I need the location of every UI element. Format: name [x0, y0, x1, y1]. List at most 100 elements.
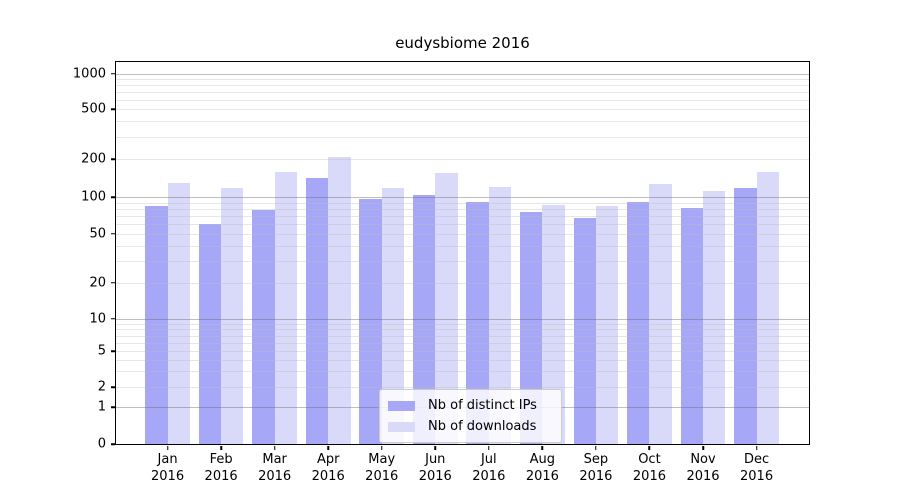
x-tick-mark: [755, 445, 758, 450]
y-tick-label: 2: [97, 379, 106, 395]
y-tick-label: 100: [81, 189, 106, 205]
downloads-bar: [703, 191, 726, 444]
x-tick-year: 2016: [311, 468, 345, 484]
y-tick-label: 1: [97, 399, 106, 415]
legend-label-ips: Nb of distinct IPs: [428, 398, 537, 413]
downloads-bar: [328, 156, 351, 444]
minor-gridline: [116, 335, 809, 337]
y-tick-label: 1000: [72, 66, 106, 82]
minor-gridline: [116, 371, 809, 373]
minor-gridline: [116, 329, 809, 331]
x-tick-month: Feb: [209, 452, 233, 467]
major-gridline: [116, 318, 809, 320]
x-tick-month: Oct: [638, 452, 661, 467]
minor-gridline: [116, 233, 809, 235]
x-tick-year: 2016: [418, 468, 452, 484]
ips-bar: [520, 212, 543, 444]
minor-gridline: [116, 351, 809, 353]
minor-gridline: [116, 99, 809, 101]
x-tick-mark: [595, 445, 597, 450]
x-tick-month: Sep: [583, 452, 609, 467]
ips-bar: [198, 224, 222, 444]
legend-item-downloads: Nb of downloads: [388, 416, 553, 437]
minor-gridline: [116, 323, 809, 325]
x-tick-year: 2016: [740, 468, 774, 484]
downloads-bar: [274, 171, 297, 444]
minor-gridline: [116, 137, 809, 139]
y-tick-label: 50: [89, 226, 106, 242]
y-tick-label: 5: [97, 343, 106, 359]
y-tick-label: 20: [89, 275, 106, 291]
y-tick-mark: [110, 108, 115, 110]
minor-gridline: [116, 261, 809, 263]
x-tick-label: Jun 2016: [419, 452, 452, 486]
downloads-bar: [542, 205, 565, 444]
plot-area: Nb of distinct IPs Nb of downloads 1000 5…: [73, 61, 810, 484]
x-tick-month: Jun: [425, 452, 446, 467]
x-tick-label: Sep 2016: [579, 452, 612, 486]
legend-item-ips: Nb of distinct IPs: [388, 395, 553, 416]
x-tick-year: 2016: [525, 468, 559, 484]
downloads-bar: [595, 205, 619, 444]
x-tick-year: 2016: [632, 468, 666, 484]
y-tick-mark: [110, 282, 115, 284]
gridlines-layer: [116, 62, 809, 444]
y-tick-label: 10: [89, 311, 106, 327]
downloads-bar: [756, 172, 779, 444]
minor-gridline: [116, 342, 809, 344]
legend: Nb of distinct IPs Nb of downloads: [379, 389, 562, 443]
x-tick-label: Jan 2016: [151, 452, 184, 486]
ips-bar: [305, 178, 329, 444]
downloads-bar: [488, 187, 512, 444]
x-tick-year: 2016: [686, 468, 720, 484]
x-tick-label: Mar 2016: [258, 452, 291, 486]
x-tick-mark: [327, 445, 329, 450]
legend-label-downloads: Nb of downloads: [428, 419, 537, 434]
x-tick-mark: [220, 445, 222, 450]
ips-bar: [252, 210, 275, 444]
y-tick-mark: [110, 232, 115, 235]
y-tick-mark: [110, 350, 115, 353]
y-tick-label: 200: [81, 151, 106, 167]
y-tick-label: 0: [97, 436, 106, 452]
x-tick-mark: [434, 445, 437, 450]
x-tick-year: 2016: [151, 468, 185, 484]
x-tick-month: May: [368, 452, 396, 467]
y-tick-mark: [110, 443, 115, 445]
minor-gridline: [116, 224, 809, 226]
x-tick-label: Dec 2016: [740, 452, 773, 486]
x-tick-month: Mar: [262, 452, 287, 467]
x-tick-month: Aug: [529, 452, 556, 467]
minor-gridline: [116, 208, 809, 210]
minor-gridline: [116, 215, 809, 217]
downloads-bar: [221, 187, 244, 444]
y-tick-mark: [110, 317, 115, 320]
minor-gridline: [116, 387, 809, 388]
minor-gridline: [116, 245, 809, 247]
x-tick-label: Apr 2016: [312, 452, 345, 486]
ips-bar: [680, 207, 703, 444]
minor-gridline: [116, 79, 809, 81]
y-tick-mark: [110, 73, 115, 75]
ips-bar: [145, 205, 168, 444]
x-tick-mark: [166, 445, 169, 450]
x-tick-mark: [273, 445, 276, 450]
x-tick-month: Jan: [157, 452, 178, 467]
x-tick-month: Jul: [480, 452, 497, 467]
minor-gridline: [116, 282, 809, 284]
y-tick-mark: [110, 386, 115, 388]
y-tick-label: 500: [81, 101, 106, 117]
x-tick-label: Oct 2016: [633, 452, 666, 486]
x-tick-mark: [380, 445, 383, 450]
downloads-bar: [649, 183, 672, 444]
y-tick-mark: [110, 196, 115, 199]
downloads-bar: [167, 183, 190, 444]
ips-bar: [359, 198, 382, 444]
ips-bar: [734, 188, 757, 444]
legend-swatch-downloads: [388, 421, 415, 432]
y-tick-mark: [110, 406, 115, 409]
x-tick-year: 2016: [258, 468, 292, 484]
x-tick-label: Aug 2016: [526, 452, 559, 486]
x-tick-label: May 2016: [365, 452, 398, 486]
